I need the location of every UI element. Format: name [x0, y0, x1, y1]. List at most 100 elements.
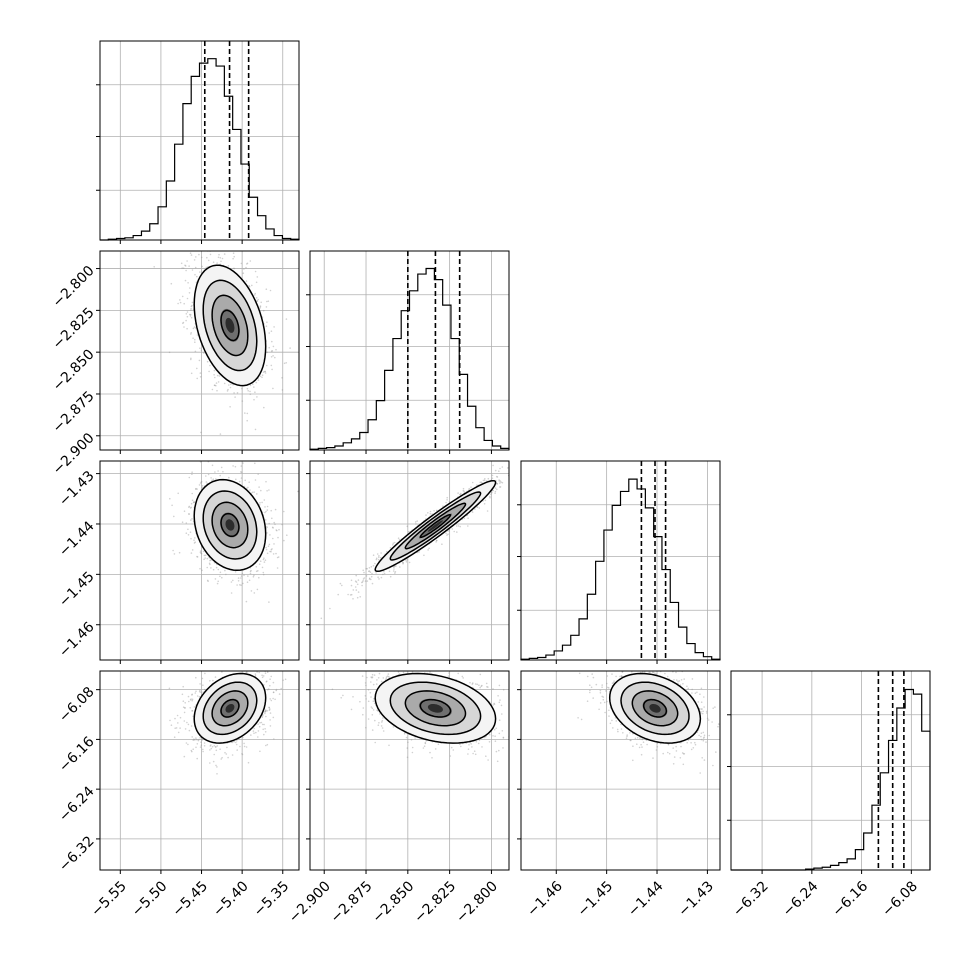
- sample-point: [445, 532, 447, 535]
- sample-point: [240, 465, 243, 467]
- sample-point: [406, 525, 409, 528]
- sample-point: [189, 287, 191, 289]
- sample-point: [260, 721, 263, 724]
- sample-point: [495, 482, 498, 485]
- hist-p3-frame: [520, 460, 721, 661]
- sample-point: [192, 327, 195, 330]
- sample-point: [357, 579, 360, 581]
- sample-point: [352, 598, 354, 600]
- sample-point: [416, 520, 419, 522]
- sample-point: [249, 390, 251, 393]
- sample-point: [275, 348, 277, 351]
- sample-point: [376, 553, 379, 555]
- sample-point: [262, 309, 265, 312]
- sample-point: [269, 684, 271, 687]
- sample-point: [254, 462, 256, 465]
- sample-point: [199, 347, 201, 350]
- sample-point: [194, 541, 196, 543]
- sample-point: [228, 384, 230, 386]
- sample-point: [370, 575, 373, 578]
- sample-point: [217, 381, 220, 383]
- sample-point: [194, 537, 196, 539]
- sample-point: [227, 388, 229, 391]
- sample-point: [190, 309, 192, 312]
- sample-point: [215, 566, 218, 569]
- sample-point: [240, 584, 242, 586]
- sample-point: [214, 578, 217, 580]
- sample-point: [219, 474, 221, 477]
- sample-point: [261, 653, 263, 655]
- sample-point: [261, 674, 263, 677]
- sample-point: [515, 475, 517, 477]
- sample-point: [496, 475, 498, 478]
- sample-point: [230, 581, 233, 583]
- sample-point: [225, 573, 227, 576]
- sample-point: [270, 356, 273, 358]
- sample-point: [207, 473, 210, 476]
- sample-point: [196, 555, 198, 558]
- sample-point: [517, 480, 519, 482]
- sample-point: [194, 338, 196, 341]
- pair-p1-p3-frame: [99, 460, 300, 661]
- sample-point: [179, 299, 181, 301]
- sample-point: [362, 569, 365, 572]
- sample-point: [482, 479, 485, 482]
- sample-point: [251, 284, 253, 287]
- sample-point: [281, 389, 284, 391]
- sample-point: [405, 559, 407, 561]
- contour-line-1: [404, 502, 467, 550]
- sample-point: [208, 370, 210, 373]
- sample-point: [349, 594, 352, 596]
- histogram-panel-p1: [96, 40, 300, 244]
- sample-point: [264, 559, 267, 561]
- sample-point: [232, 579, 234, 582]
- sample-point: [208, 455, 210, 457]
- sample-point: [259, 307, 261, 309]
- histogram-p4: [731, 688, 931, 871]
- sample-point: [414, 521, 417, 523]
- sample-point: [199, 746, 202, 748]
- sample-point: [363, 571, 365, 574]
- sample-point: [506, 467, 509, 469]
- sample-point: [192, 501, 195, 503]
- sample-point: [210, 242, 212, 244]
- sample-point: [190, 725, 193, 727]
- histogram-p2: [309, 267, 510, 450]
- sample-point: [191, 549, 194, 551]
- scatter-panel-p1-p4: [96, 653, 300, 874]
- sample-point: [185, 313, 188, 315]
- sample-point: [201, 569, 203, 572]
- sample-point: [190, 502, 193, 505]
- sample-point: [214, 376, 216, 379]
- sample-point: [254, 428, 257, 431]
- sample-point: [188, 513, 190, 515]
- sample-point: [241, 471, 243, 474]
- sample-point: [341, 584, 343, 587]
- sample-point: [221, 576, 223, 579]
- sample-point: [429, 512, 432, 515]
- sample-point: [271, 517, 273, 520]
- sample-point: [253, 732, 255, 734]
- sample-point: [242, 582, 244, 585]
- sample-point: [382, 573, 384, 576]
- sample-point: [383, 570, 385, 573]
- contour-line-2: [202, 490, 258, 560]
- sample-point: [196, 367, 198, 370]
- sample-point: [210, 747, 213, 750]
- sample-point: [361, 581, 363, 584]
- sample-point: [275, 689, 278, 692]
- sample-point: [257, 570, 259, 572]
- sample-point: [268, 543, 271, 546]
- sample-point: [191, 473, 193, 476]
- sample-point: [222, 470, 224, 473]
- sample-point: [265, 325, 268, 328]
- sample-point: [339, 582, 342, 585]
- sample-point: [266, 351, 269, 354]
- sample-point: [499, 480, 502, 482]
- sample-point: [494, 490, 497, 493]
- sample-point: [479, 481, 482, 484]
- contour-line-0: [419, 513, 452, 539]
- sample-point: [225, 753, 228, 755]
- sample-point: [246, 412, 249, 415]
